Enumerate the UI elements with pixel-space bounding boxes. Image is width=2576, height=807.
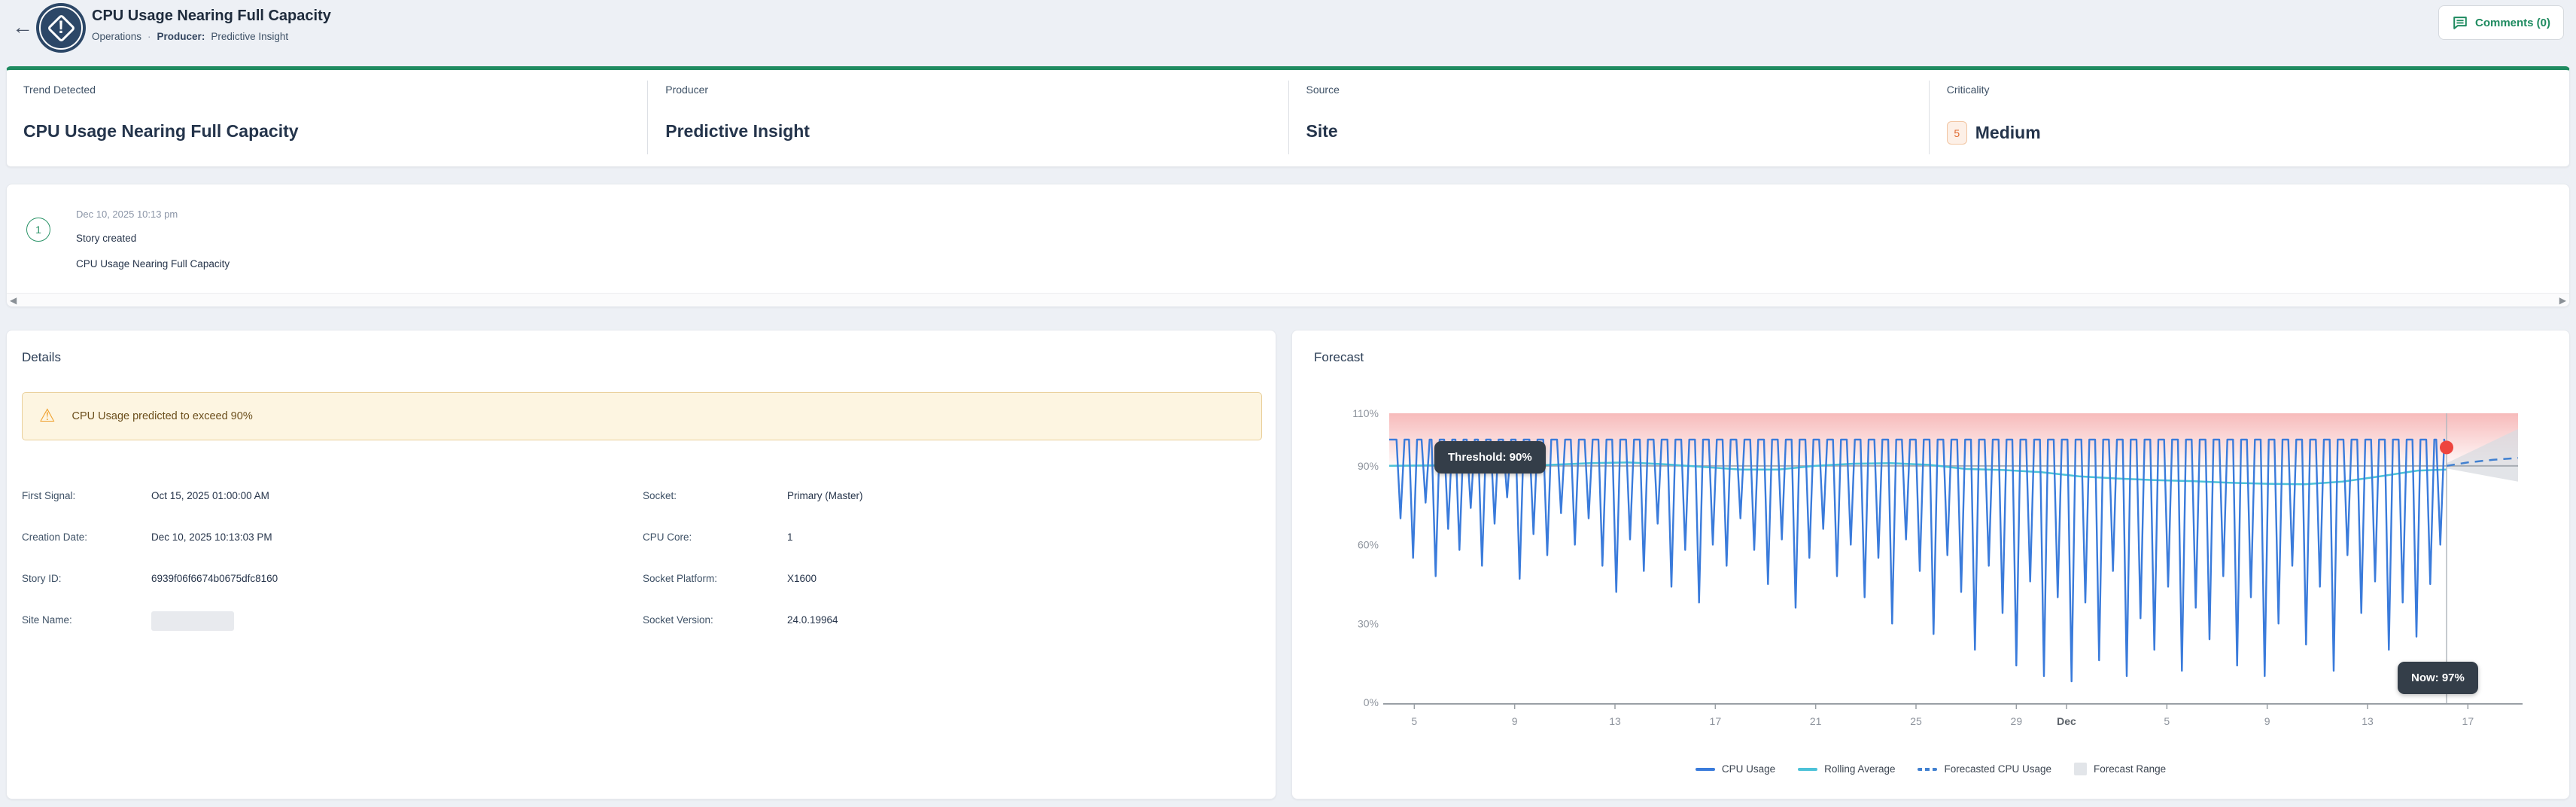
svg-text:90%: 90%: [1358, 460, 1379, 472]
legend-label: Forecasted CPU Usage: [1944, 763, 2051, 775]
chart-legend: CPU Usage Rolling Average Forecasted CPU U…: [1292, 763, 2569, 775]
warning-message: CPU Usage predicted to exceed 90%: [72, 410, 253, 422]
field-row: Site Name: Socket Version: 24.0.19964: [7, 614, 1276, 631]
criticality-label: Criticality: [1947, 84, 2551, 96]
page-header: ← ! CPU Usage Nearing Full Capacity Oper…: [0, 0, 2576, 66]
field-row: First Signal: Oct 15, 2025 01:00:00 AM S…: [7, 490, 1276, 507]
alert-diamond-icon: !: [36, 3, 86, 53]
threshold-tooltip: Threshold: 90%: [1434, 441, 1546, 474]
warning-alert: ⚠ CPU Usage predicted to exceed 90%: [22, 392, 1262, 440]
line-marker-icon: [1696, 768, 1715, 771]
criticality-value: 5 Medium: [1947, 121, 2551, 145]
svg-text:13: 13: [2362, 715, 2374, 727]
details-card: Details ⚠ CPU Usage predicted to exceed …: [6, 330, 1276, 799]
comments-button[interactable]: Comments (0): [2438, 5, 2564, 40]
details-heading: Details: [22, 350, 61, 365]
comments-label: Comments (0): [2475, 17, 2550, 29]
field-row: Story ID: 6939f06f6674b0675dfc8160 Socke…: [7, 573, 1276, 589]
square-marker-icon: [2074, 763, 2087, 775]
summary-strip: Trend Detected CPU Usage Nearing Full Ca…: [6, 66, 2570, 167]
trend-detected-label: Trend Detected: [23, 84, 629, 96]
socket-label: Socket:: [643, 490, 677, 501]
svg-text:9: 9: [2264, 715, 2270, 727]
svg-text:17: 17: [2462, 715, 2474, 727]
svg-text:Dec: Dec: [2057, 715, 2076, 727]
svg-text:21: 21: [1810, 715, 1822, 727]
summary-col-trend: Trend Detected CPU Usage Nearing Full Ca…: [7, 70, 647, 166]
svg-text:9: 9: [1512, 715, 1518, 727]
site-name-redacted-value: [151, 614, 234, 633]
comment-icon: [2452, 14, 2468, 31]
source-value: Site: [1306, 121, 1911, 142]
svg-text:5: 5: [1411, 715, 1417, 727]
svg-text:110%: 110%: [1352, 407, 1379, 419]
svg-text:29: 29: [2011, 715, 2023, 727]
legend-item-forecasted-cpu-usage[interactable]: Forecasted CPU Usage: [1918, 763, 2051, 775]
now-tooltip: Now: 97%: [2398, 662, 2478, 694]
exclamation-glyph: !: [36, 3, 86, 53]
cpu-core-label: CPU Core:: [643, 531, 692, 543]
legend-item-forecast-range[interactable]: Forecast Range: [2074, 763, 2166, 775]
line-marker-icon: [1798, 768, 1817, 771]
legend-label: Forecast Range: [2094, 763, 2166, 775]
warning-triangle-icon: ⚠: [39, 407, 56, 425]
socket-version-value: 24.0.19964: [787, 614, 838, 626]
svg-text:13: 13: [1609, 715, 1621, 727]
socket-value: Primary (Master): [787, 490, 863, 501]
svg-text:17: 17: [1710, 715, 1722, 727]
timeline-timestamp: Dec 10, 2025 10:13 pm: [76, 209, 178, 220]
legend-label: Rolling Average: [1824, 763, 1895, 775]
forecast-card: Forecast 5 9 13 17 21 25 29 Dec 5 9 13 17 110% 90% 60%…: [1291, 330, 2570, 799]
summary-col-source: Source Site: [1288, 70, 1929, 166]
timeline-card: 1 Dec 10, 2025 10:13 pm Story created CP…: [6, 184, 2570, 307]
producer-label: Producer:: [157, 31, 205, 42]
story-id-label: Story ID:: [22, 573, 62, 584]
socket-platform-value: X1600: [787, 573, 817, 584]
first-signal-value: Oct 15, 2025 01:00:00 AM: [151, 490, 269, 501]
cpu-core-value: 1: [787, 531, 793, 543]
summary-col-producer: Producer Predictive Insight: [647, 70, 1288, 166]
svg-text:0%: 0%: [1364, 696, 1379, 708]
timeline-event-title: Story created: [76, 233, 136, 244]
story-id-value: 6939f06f6674b0675dfc8160: [151, 573, 278, 584]
trend-detected-value: CPU Usage Nearing Full Capacity: [23, 121, 629, 142]
creation-date-value: Dec 10, 2025 10:13:03 PM: [151, 531, 272, 543]
scroll-right-icon[interactable]: ▶: [2559, 294, 2566, 306]
forecast-heading: Forecast: [1314, 350, 1364, 365]
producer-col-label: Producer: [665, 84, 1270, 96]
svg-text:60%: 60%: [1358, 539, 1379, 551]
page-title: CPU Usage Nearing Full Capacity: [92, 6, 331, 26]
source-label: Source: [1306, 84, 1911, 96]
socket-platform-label: Socket Platform:: [643, 573, 717, 584]
creation-date-label: Creation Date:: [22, 531, 87, 543]
field-row: Creation Date: Dec 10, 2025 10:13:03 PM …: [7, 531, 1276, 548]
criticality-badge: 5: [1947, 121, 1967, 145]
breadcrumb-category: Operations: [92, 31, 141, 42]
timeline-step-number: 1: [26, 218, 50, 242]
summary-col-criticality: Criticality 5 Medium: [1929, 70, 2569, 166]
legend-label: CPU Usage: [1722, 763, 1775, 775]
svg-text:5: 5: [2164, 715, 2170, 727]
forecast-chart-svg: 5 9 13 17 21 25 29 Dec 5 9 13 17 110% 90% 60% 30% 0%: [1292, 385, 2568, 738]
first-signal-label: First Signal:: [22, 490, 75, 501]
criticality-text: Medium: [1975, 123, 2041, 143]
breadcrumb: Operations · Producer: Predictive Insigh…: [92, 31, 331, 42]
producer-col-value: Predictive Insight: [665, 121, 1270, 142]
scroll-left-icon[interactable]: ◀: [10, 294, 17, 306]
socket-version-label: Socket Version:: [643, 614, 713, 626]
timeline-scrollbar[interactable]: ◀ ▶: [7, 293, 2569, 306]
dashed-marker-icon: [1918, 768, 1937, 771]
breadcrumb-separator: ·: [148, 31, 151, 42]
svg-text:25: 25: [1910, 715, 1922, 727]
timeline-event-description: CPU Usage Nearing Full Capacity: [76, 258, 230, 270]
site-name-label: Site Name:: [22, 614, 72, 626]
legend-item-rolling-average[interactable]: Rolling Average: [1798, 763, 1895, 775]
back-button[interactable]: ←: [12, 17, 33, 38]
legend-item-cpu-usage[interactable]: CPU Usage: [1696, 763, 1775, 775]
svg-text:30%: 30%: [1358, 617, 1379, 629]
producer-value: Predictive Insight: [211, 31, 288, 42]
